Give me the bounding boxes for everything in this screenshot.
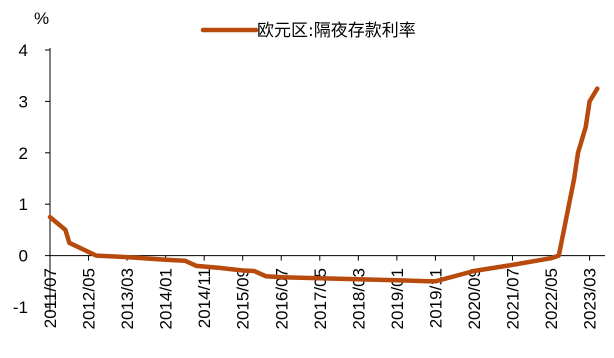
x-tick-label: 2014/01 — [157, 268, 176, 329]
x-tick-label: 2022/05 — [542, 268, 561, 329]
x-tick-label: 2021/07 — [504, 268, 523, 329]
x-tick-label: 2017/05 — [311, 268, 330, 329]
x-tick-label: 2015/09 — [234, 268, 253, 329]
x-tick-label: 2016/07 — [272, 268, 291, 329]
y-tick-label: 1 — [19, 195, 28, 214]
x-tick-label: 2013/03 — [118, 268, 137, 329]
x-tick-label: 2014/11 — [195, 268, 214, 328]
x-tick-label: 2018/03 — [349, 268, 368, 329]
y-tick-labels: -1 0 1 2 3 4 — [13, 41, 50, 317]
series-line-deposit-rate — [47, 86, 600, 284]
y-tick-label: -1 — [13, 298, 28, 317]
y-axis-unit-label: % — [34, 9, 49, 28]
x-tick-label: 2019/11 — [426, 268, 445, 328]
y-tick-label: 0 — [19, 247, 28, 266]
x-tick-label: 2023/03 — [581, 268, 600, 329]
y-tick-label: 2 — [19, 144, 28, 163]
y-tick-label: 4 — [19, 41, 28, 60]
x-tick-label: 2011/07 — [41, 268, 60, 328]
legend-label: 欧元区:隔夜存款利率 — [257, 21, 416, 41]
x-tick-label: 2020/09 — [465, 268, 484, 329]
y-tick-label: 3 — [19, 92, 28, 111]
x-tick-label: 2019/01 — [388, 268, 407, 329]
x-tick-labels: 2011/07 2012/05 2013/03 2014/01 2014/11 2015/… — [41, 255, 600, 329]
x-tick-label: 2012/05 — [80, 268, 99, 329]
legend: 欧元区:隔夜存款利率 — [200, 21, 416, 41]
